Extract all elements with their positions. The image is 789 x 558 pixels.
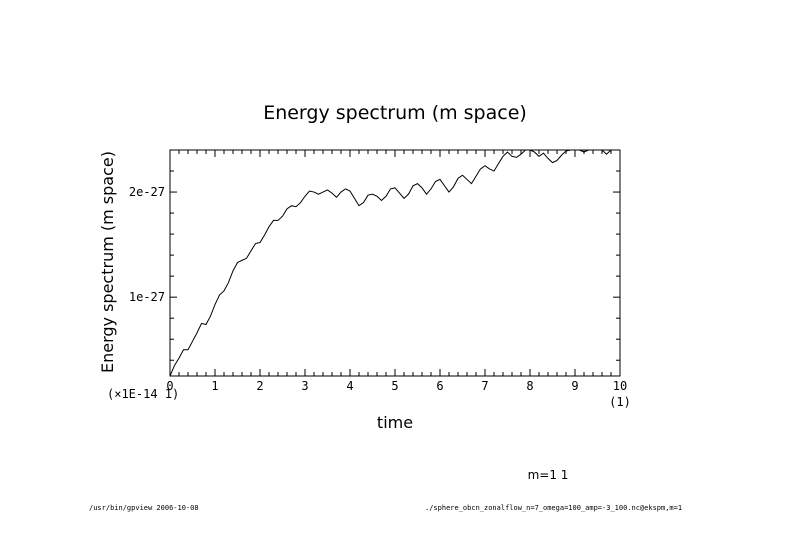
y-tick-label: 1e-27 [129, 290, 165, 304]
x-tick-label: 10 [613, 379, 627, 393]
x-tick-label: 8 [526, 379, 533, 393]
x-tick-label: 1 [211, 379, 218, 393]
x-minor-ticks [169, 150, 621, 376]
x-axis-label: time [377, 413, 413, 432]
y-axis-label: Energy spectrum (m space) [98, 151, 117, 373]
series-line [169, 149, 620, 377]
x-tick-label: 0 [166, 379, 173, 393]
x-tick-label: 6 [436, 379, 443, 393]
annotation-m: m=1 1 [528, 468, 569, 482]
y-scale-label: (×1E-14 1) [107, 387, 179, 401]
x-tick-labels: 0 1 2 3 4 5 6 7 8 9 10 [166, 379, 627, 393]
x-tick-label: 7 [481, 379, 488, 393]
y-minor-ticks [170, 149, 620, 361]
x-tick-label: 2 [256, 379, 263, 393]
footer-right: ./sphere_obcn_zonalflow_n=7_omega=100_am… [425, 504, 682, 512]
chart-title: Energy spectrum (m space) [263, 102, 527, 124]
x-tick-label: 3 [301, 379, 308, 393]
y-tick-label: 2e-27 [129, 185, 165, 199]
x-tick-label: 9 [571, 379, 578, 393]
x-scale-label: (1) [609, 395, 631, 409]
x-tick-label: 5 [391, 379, 398, 393]
y-tick-labels: 1e-27 2e-27 [129, 185, 165, 304]
x-tick-label: 4 [346, 379, 353, 393]
footer-left: /usr/bin/gpview 2006-10-08 [89, 504, 199, 512]
